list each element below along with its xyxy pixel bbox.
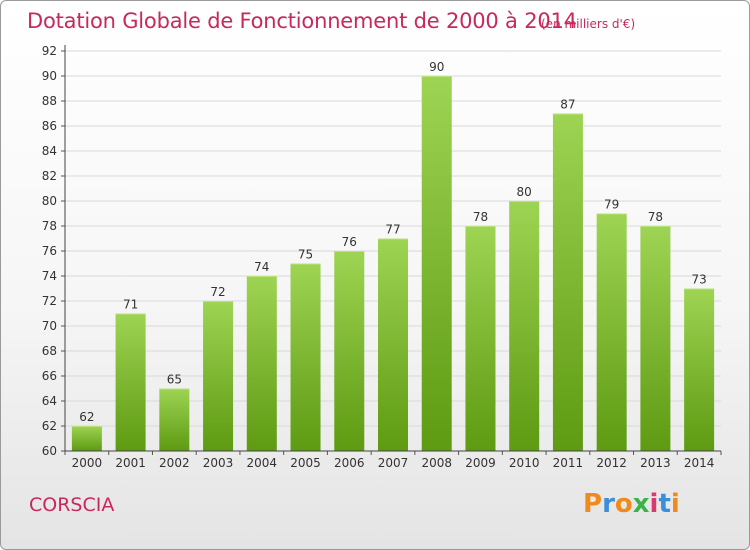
y-tick-label: 64 xyxy=(42,394,57,408)
x-tick-label: 2008 xyxy=(421,456,452,470)
data-label: 78 xyxy=(648,210,663,224)
data-label: 76 xyxy=(342,235,357,249)
bar xyxy=(115,313,146,451)
proxiti-logo: Proxiti xyxy=(583,489,680,519)
x-tick-label: 2003 xyxy=(203,456,234,470)
data-label: 74 xyxy=(254,260,269,274)
y-tick-label: 82 xyxy=(42,169,57,183)
data-label: 65 xyxy=(167,373,182,387)
bar xyxy=(465,226,496,451)
y-tick-label: 84 xyxy=(42,144,57,158)
y-tick-label: 86 xyxy=(42,119,57,133)
x-tick-label: 2009 xyxy=(465,456,496,470)
y-tick-label: 92 xyxy=(42,44,57,58)
data-label: 78 xyxy=(473,210,488,224)
bar xyxy=(159,388,190,451)
data-label: 80 xyxy=(517,185,532,199)
y-tick-label: 66 xyxy=(42,369,57,383)
data-label: 87 xyxy=(560,98,575,112)
logo-letter: i xyxy=(670,489,680,519)
x-tick-label: 2007 xyxy=(378,456,409,470)
y-tick-label: 78 xyxy=(42,219,57,233)
x-tick-label: 2001 xyxy=(115,456,146,470)
bar xyxy=(334,251,365,451)
data-label: 75 xyxy=(298,248,313,262)
bar xyxy=(203,301,234,451)
y-tick-label: 62 xyxy=(42,419,57,433)
bar xyxy=(552,113,583,451)
bar xyxy=(378,238,408,451)
bars xyxy=(71,76,715,451)
bar xyxy=(71,426,102,451)
x-tick-label: 2004 xyxy=(247,456,278,470)
x-tick-label: 2002 xyxy=(159,456,190,470)
y-tick-label: 76 xyxy=(42,244,57,258)
logo-letter: P xyxy=(583,489,603,519)
x-tick-label: 2013 xyxy=(640,456,671,470)
x-tick-label: 2012 xyxy=(596,456,627,470)
data-label: 71 xyxy=(123,298,138,312)
logo-letter: o xyxy=(614,489,633,519)
y-tick-label: 60 xyxy=(42,444,57,458)
y-tick-label: 70 xyxy=(42,319,57,333)
bar xyxy=(596,213,627,451)
x-tick-label: 2011 xyxy=(553,456,584,470)
y-axis-ticks: 60 62 64 66 68 70 72 74 76 78 80 82 84 86 88 90 92 xyxy=(42,44,65,458)
data-label: 77 xyxy=(385,223,400,237)
data-label: 72 xyxy=(210,285,225,299)
data-labels: 62 71 65 72 74 75 76 77 90 78 80 87 79 78 73 xyxy=(79,60,707,424)
x-tick-label: 2014 xyxy=(684,456,715,470)
x-axis-ticks: 2000 2001 2002 2003 2004 2005 2006 2007 2008 2009… xyxy=(64,451,722,470)
logo-letter: t xyxy=(658,489,671,519)
y-tick-label: 72 xyxy=(42,294,57,308)
x-tick-label: 2006 xyxy=(334,456,365,470)
y-tick-label: 90 xyxy=(42,69,57,83)
chart-subtitle: (en milliers d'€) xyxy=(541,17,636,31)
x-tick-label: 2010 xyxy=(509,456,540,470)
x-tick-label: 2000 xyxy=(72,456,103,470)
bar xyxy=(421,76,452,451)
axes xyxy=(64,45,721,452)
y-tick-label: 80 xyxy=(42,194,57,208)
y-tick-label: 68 xyxy=(42,344,57,358)
y-tick-label: 88 xyxy=(42,94,57,108)
logo-letter: i xyxy=(649,489,659,519)
bar xyxy=(246,276,277,451)
bar xyxy=(640,226,671,451)
bar xyxy=(290,263,321,451)
bar xyxy=(684,288,715,451)
commune-name: CORSCIA xyxy=(29,494,115,516)
x-tick-label: 2005 xyxy=(290,456,321,470)
data-label: 79 xyxy=(604,198,619,212)
data-label: 90 xyxy=(429,60,444,74)
chart-title: Dotation Globale de Fonctionnement de 20… xyxy=(27,9,577,33)
data-label: 62 xyxy=(79,410,94,424)
y-tick-label: 74 xyxy=(42,269,57,283)
bar xyxy=(509,201,540,451)
data-label: 73 xyxy=(691,273,706,287)
logo-letter: x xyxy=(632,489,650,519)
logo-letter: r xyxy=(602,489,615,519)
